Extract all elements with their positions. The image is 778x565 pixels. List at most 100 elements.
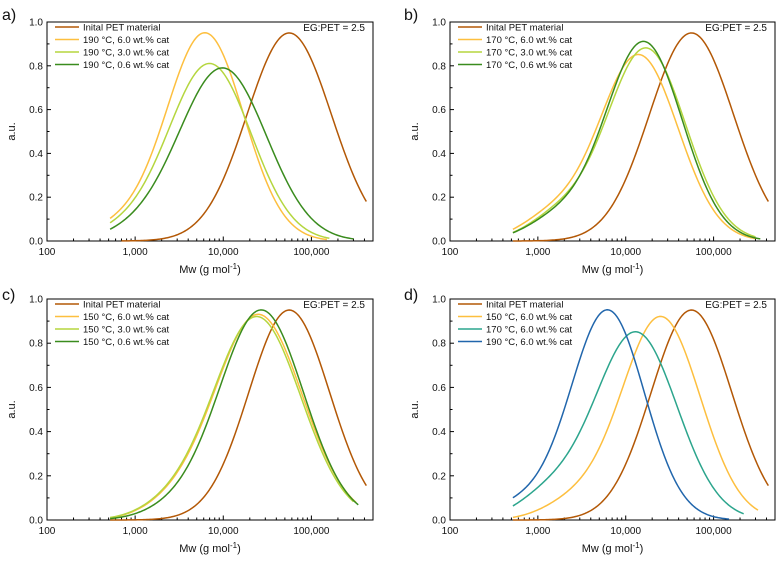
legend-entry: Inital PET material: [83, 23, 160, 34]
y-tick-label: 0.4: [29, 427, 43, 438]
y-tick-label: 0.2: [432, 193, 446, 204]
panel-label: b): [404, 7, 418, 24]
y-tick-label: 0.6: [29, 105, 43, 116]
x-axis-label-text: Mw (g mol: [179, 543, 230, 555]
y-tick-label: 0.0: [29, 237, 43, 248]
y-tick-label: 0.8: [29, 61, 43, 72]
legend-entry: Inital PET material: [486, 300, 563, 311]
y-tick-label: 0.8: [29, 339, 43, 350]
y-tick-label: 1.0: [432, 295, 446, 306]
panel-4: 0.0 0.2 0.4 0.6 0.8 1.0 100 1,000 10,000 100,000 I…: [404, 287, 776, 555]
y-tick-label: 1.0: [29, 18, 43, 29]
legend-entry: 190 °C, 0.6 wt.% cat: [83, 60, 170, 71]
x-tick-label: 100: [39, 247, 56, 258]
panel-label: d): [404, 287, 418, 304]
y-tick-label: 1.0: [432, 18, 446, 29]
x-axis-label-text: Mw (g mol: [582, 264, 633, 276]
x-tick-label: 10,000: [208, 526, 239, 537]
y-tick-label: 0.2: [432, 471, 446, 482]
x-tick-label: 10,000: [610, 526, 641, 537]
y-tick-label: 0.8: [432, 339, 446, 350]
legend-entry: 190 °C, 3.0 wt.% cat: [83, 48, 170, 59]
series-line-2: [512, 315, 759, 519]
x-tick-label: 1,000: [525, 247, 550, 258]
y-axis-label: a.u.: [409, 122, 421, 140]
x-tick-label: 1,000: [123, 526, 148, 537]
legend-entry: 190 °C, 6.0 wt.% cat: [83, 35, 170, 46]
series-line-3: [109, 62, 330, 240]
legend-entry: 150 °C, 6.0 wt.% cat: [83, 312, 170, 323]
series-line-4: [512, 309, 730, 520]
x-axis-label-close: ): [640, 543, 644, 555]
y-tick-label: 0.4: [432, 149, 446, 160]
x-axis-label-sup: -1: [230, 541, 238, 550]
series-line-1: [512, 32, 770, 242]
series-line-3: [512, 331, 744, 515]
x-tick-label: 100,000: [293, 247, 330, 258]
y-tick-label: 0.0: [432, 516, 446, 527]
legend-entry: 190 °C, 6.0 wt.% cat: [486, 337, 573, 348]
y-axis-label: a.u.: [6, 122, 18, 140]
x-tick-label: 1,000: [525, 526, 550, 537]
y-axis-label: a.u.: [409, 400, 421, 418]
series-line-3: [109, 315, 354, 519]
x-tick-label: 100,000: [293, 526, 330, 537]
x-axis-label-close: ): [237, 264, 241, 276]
series-line-1: [110, 309, 367, 521]
y-tick-label: 0.6: [432, 383, 446, 394]
y-tick-label: 0.4: [29, 149, 43, 160]
x-axis-label-close: ): [237, 543, 241, 555]
y-tick-label: 1.0: [29, 295, 43, 306]
x-tick-label: 10,000: [208, 247, 239, 258]
legend-entry: 170 °C, 6.0 wt.% cat: [486, 325, 573, 336]
x-tick-label: 1,000: [123, 247, 148, 258]
x-axis-label: Mw (g mol-1): [179, 262, 241, 276]
series-line-2: [109, 31, 328, 241]
annotation: EG:PET = 2.5: [705, 300, 767, 311]
y-tick-label: 0.0: [432, 237, 446, 248]
panel-label: c): [2, 287, 15, 304]
x-tick-label: 100: [442, 247, 459, 258]
legend-entry: Inital PET material: [83, 300, 160, 311]
series-line-3: [512, 47, 756, 238]
series-line-4: [109, 67, 354, 240]
legend-entry: 150 °C, 3.0 wt.% cat: [83, 325, 170, 336]
x-tick-label: 10,000: [610, 247, 641, 258]
legend-entry: 170 °C, 3.0 wt.% cat: [486, 48, 573, 59]
y-tick-label: 0.2: [29, 193, 43, 204]
x-axis-label-close: ): [640, 264, 644, 276]
series-line-4: [110, 309, 359, 520]
x-axis-label-sup: -1: [632, 541, 640, 550]
series-line-4: [512, 40, 761, 240]
panel-1: 0.0 0.2 0.4 0.6 0.8 1.0 100 1,000 10,000 100,000 I…: [2, 7, 374, 276]
series-line-1: [512, 309, 769, 521]
legend-entry: 150 °C, 0.6 wt.% cat: [83, 337, 170, 348]
x-tick-label: 100: [39, 526, 56, 537]
x-tick-label: 100: [442, 526, 459, 537]
x-axis-label-sup: -1: [632, 262, 640, 271]
legend-entry: 150 °C, 6.0 wt.% cat: [486, 312, 573, 323]
x-tick-label: 100,000: [696, 526, 733, 537]
series-line-1: [121, 32, 367, 242]
annotation: EG:PET = 2.5: [303, 300, 365, 311]
x-axis-label-sup: -1: [230, 262, 238, 271]
panel-2: 0.0 0.2 0.4 0.6 0.8 1.0 100 1,000 10,000 100,000 I…: [404, 7, 776, 276]
legend-entry: 170 °C, 6.0 wt.% cat: [486, 35, 573, 46]
x-tick-label: 100,000: [696, 247, 733, 258]
x-axis-label-text: Mw (g mol: [179, 264, 230, 276]
x-axis-label: Mw (g mol-1): [582, 262, 644, 276]
y-tick-label: 0.6: [432, 105, 446, 116]
y-tick-label: 0.6: [29, 383, 43, 394]
y-tick-label: 0.2: [29, 471, 43, 482]
y-axis-label: a.u.: [6, 400, 18, 418]
legend-entry: Inital PET material: [486, 23, 563, 34]
panel-3: 0.0 0.2 0.4 0.6 0.8 1.0 100 1,000 10,000 100,000 I…: [2, 287, 374, 555]
y-tick-label: 0.8: [432, 61, 446, 72]
x-axis-label: Mw (g mol-1): [582, 541, 644, 555]
x-axis-label-text: Mw (g mol: [582, 543, 633, 555]
panel-label: a): [2, 7, 16, 24]
y-tick-label: 0.0: [29, 516, 43, 527]
annotation: EG:PET = 2.5: [705, 23, 767, 34]
y-tick-label: 0.4: [432, 427, 446, 438]
